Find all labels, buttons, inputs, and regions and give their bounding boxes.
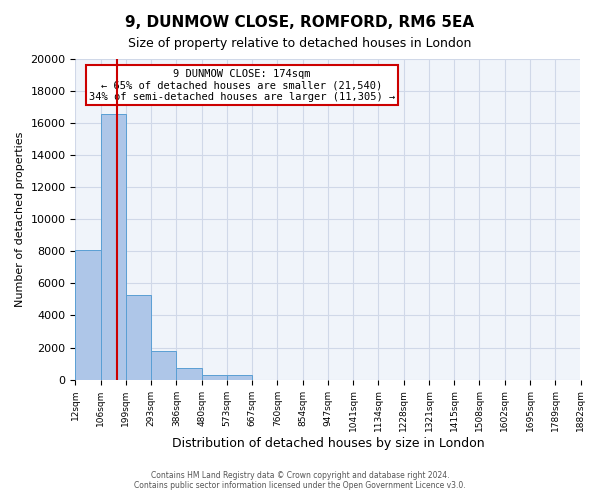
- Bar: [176, 368, 202, 380]
- Text: 9 DUNMOW CLOSE: 174sqm
← 65% of detached houses are smaller (21,540)
34% of semi: 9 DUNMOW CLOSE: 174sqm ← 65% of detached…: [89, 68, 395, 102]
- Bar: [202, 375, 227, 380]
- Text: 9, DUNMOW CLOSE, ROMFORD, RM6 5EA: 9, DUNMOW CLOSE, ROMFORD, RM6 5EA: [125, 15, 475, 30]
- Bar: [126, 294, 151, 380]
- X-axis label: Distribution of detached houses by size in London: Distribution of detached houses by size …: [172, 437, 484, 450]
- Text: Contains HM Land Registry data © Crown copyright and database right 2024.
Contai: Contains HM Land Registry data © Crown c…: [134, 470, 466, 490]
- Bar: [151, 350, 176, 380]
- Y-axis label: Number of detached properties: Number of detached properties: [15, 132, 25, 307]
- Bar: [227, 375, 252, 380]
- Bar: [76, 250, 101, 380]
- Text: Size of property relative to detached houses in London: Size of property relative to detached ho…: [128, 38, 472, 51]
- Bar: [101, 114, 126, 380]
